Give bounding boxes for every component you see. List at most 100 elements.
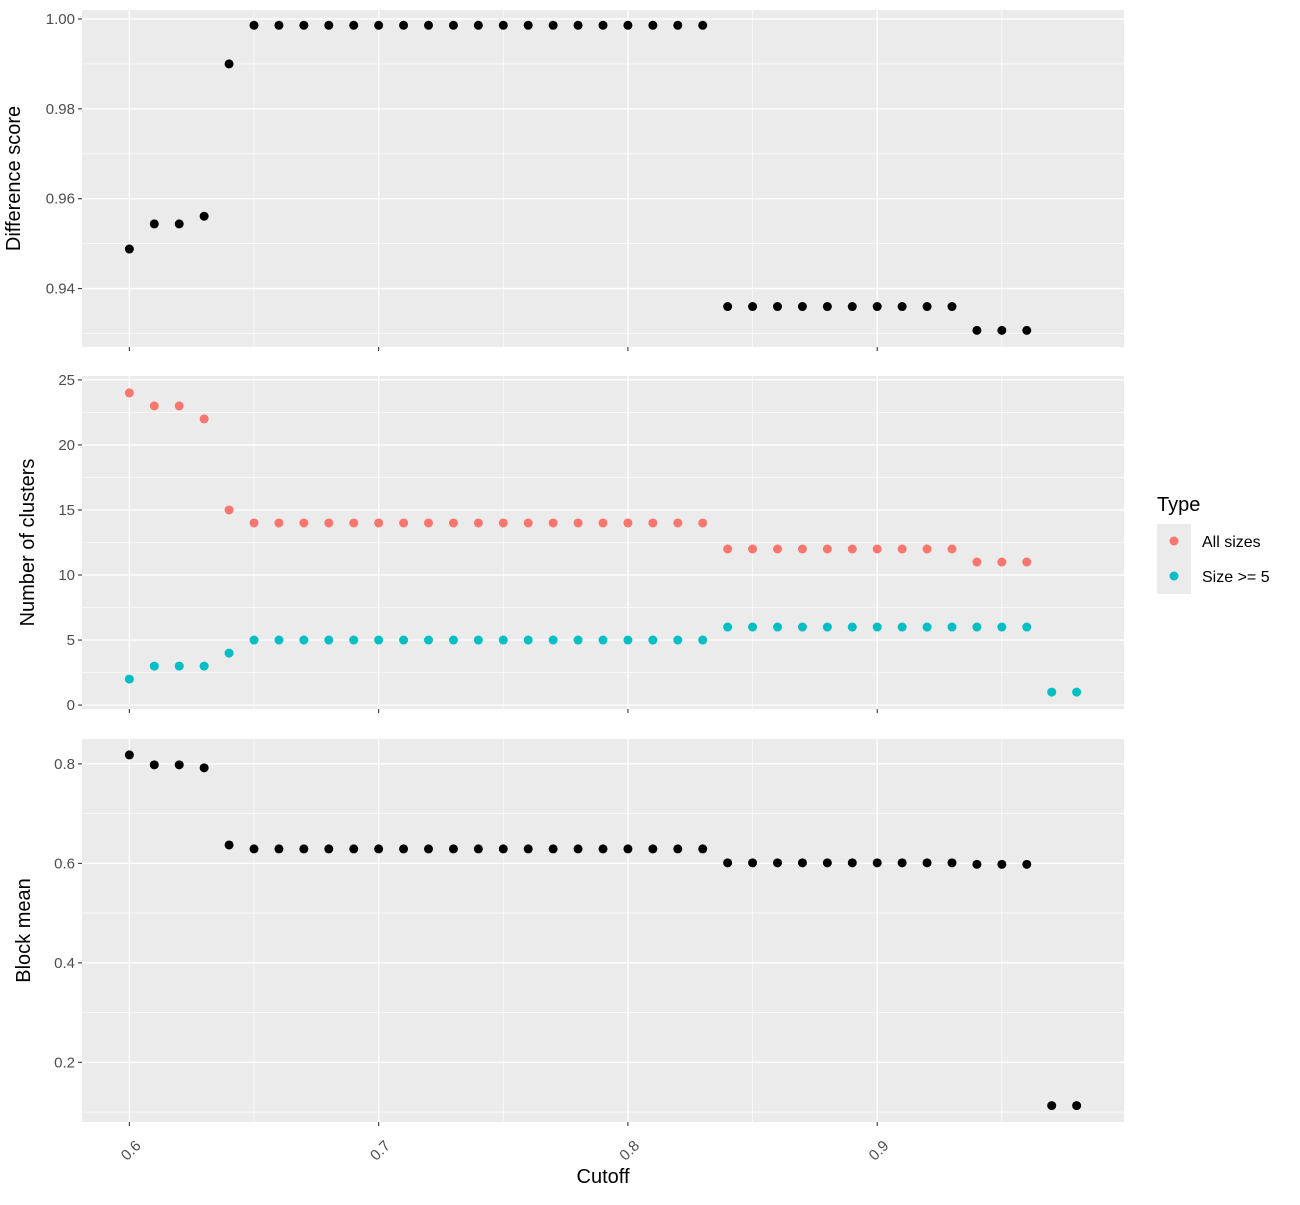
data-point [399, 20, 409, 30]
data-point [199, 211, 209, 221]
data-point [947, 622, 957, 632]
data-point [523, 844, 533, 854]
data-point [324, 20, 334, 30]
data-point [473, 844, 483, 854]
panels: 0.94 0.96 0.98 1.00 Difference score 0 5 10 15 20… [3, 10, 1124, 1164]
data-point [623, 518, 633, 528]
data-point [424, 20, 434, 30]
data-point [498, 844, 508, 854]
data-point [997, 325, 1007, 335]
y-tick-label: 0.6 [54, 855, 75, 872]
data-point [922, 544, 932, 554]
data-point [299, 518, 309, 528]
data-point [149, 661, 159, 671]
data-point [349, 844, 359, 854]
data-point [872, 622, 882, 632]
legend: Type All sizes Size >= 5 [1157, 494, 1270, 594]
data-point [1047, 687, 1057, 697]
data-point [972, 325, 982, 335]
data-point [224, 840, 234, 850]
data-point [748, 622, 758, 632]
series-all-sizes [124, 388, 1032, 567]
data-point [498, 20, 508, 30]
data-point [872, 858, 882, 868]
data-point [847, 858, 857, 868]
data-point [598, 518, 608, 528]
data-point [424, 518, 434, 528]
panel-top: 0.94 0.96 0.98 1.00 Difference score [3, 10, 1124, 351]
data-point [124, 750, 134, 760]
data-point [598, 20, 608, 30]
data-point [698, 518, 708, 528]
data-point [324, 635, 334, 645]
data-point [972, 622, 982, 632]
data-point [548, 844, 558, 854]
data-point [199, 763, 209, 773]
y-tick-label: 0.4 [54, 955, 75, 972]
data-point [249, 635, 259, 645]
data-point [124, 388, 134, 398]
data-point [374, 20, 384, 30]
data-point [374, 635, 384, 645]
data-point [797, 302, 807, 312]
data-point [772, 622, 782, 632]
x-axis-title: Cutoff [577, 1166, 630, 1188]
data-point [274, 518, 284, 528]
data-point [324, 844, 334, 854]
data-point [274, 844, 284, 854]
y-axis-title: Block mean [13, 878, 35, 983]
x-tick-label: 0.7 [367, 1137, 394, 1164]
series-top-points [124, 20, 1032, 335]
data-point [723, 302, 733, 312]
data-point [448, 20, 458, 30]
data-point [124, 244, 134, 254]
x-tick-label: 0.6 [118, 1137, 145, 1164]
data-point [1022, 859, 1032, 869]
data-point [897, 544, 907, 554]
data-point [374, 518, 384, 528]
data-point [947, 544, 957, 554]
x-tick-label: 0.9 [866, 1137, 893, 1164]
data-point [897, 858, 907, 868]
y-tick-label: 0.8 [54, 756, 75, 773]
data-point [623, 635, 633, 645]
data-point [1022, 557, 1032, 567]
data-point [523, 635, 533, 645]
data-point [922, 302, 932, 312]
y-tick-label: 5 [67, 632, 75, 649]
data-point [498, 635, 508, 645]
data-point [648, 518, 658, 528]
data-point [872, 302, 882, 312]
data-point [723, 622, 733, 632]
data-point [424, 844, 434, 854]
data-point [349, 635, 359, 645]
y-tick-label: 10 [58, 567, 75, 584]
data-point [548, 20, 558, 30]
data-point [473, 635, 483, 645]
data-point [822, 622, 832, 632]
panel-bottom: 0.2 0.4 0.6 0.8 Block mean 0.6 0.7 0.8 0.9 [13, 739, 1124, 1164]
data-point [399, 635, 409, 645]
data-point [922, 858, 932, 868]
y-tick-label: 0.96 [46, 191, 75, 208]
y-axis-title: Number of clusters [17, 459, 39, 627]
legend-label-size-ge-5: Size >= 5 [1202, 569, 1270, 586]
legend-key-size-ge-5 [1169, 571, 1179, 581]
data-point [997, 859, 1007, 869]
data-point [199, 661, 209, 671]
data-point [174, 760, 184, 770]
data-point [399, 518, 409, 528]
data-point [698, 635, 708, 645]
data-point [598, 844, 608, 854]
legend-title: Type [1157, 494, 1200, 516]
data-point [772, 858, 782, 868]
data-point [897, 622, 907, 632]
data-point [648, 635, 658, 645]
data-point [523, 20, 533, 30]
y-axis-title: Difference score [3, 106, 25, 251]
panel-middle: 0 5 10 15 20 25 Number of clusters [17, 372, 1124, 714]
data-point [249, 844, 259, 854]
data-point [997, 557, 1007, 567]
data-point [224, 648, 234, 658]
